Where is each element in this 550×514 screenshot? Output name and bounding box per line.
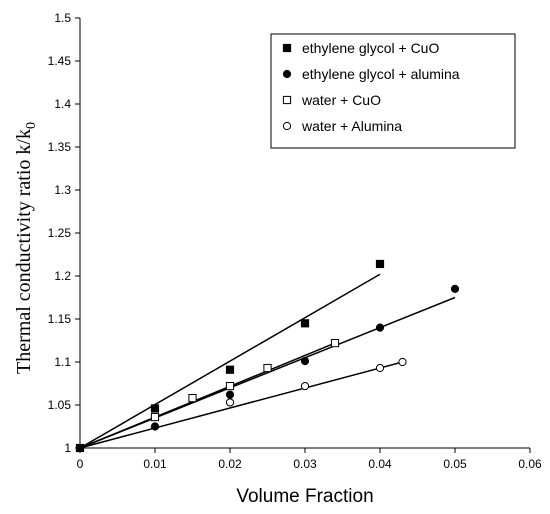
data-point-water-cuo bbox=[225, 381, 235, 391]
legend-label-water-alumina: water + Alumina bbox=[301, 118, 402, 134]
y-tick-label: 1.35 bbox=[48, 140, 72, 154]
data-point-water-alumina bbox=[225, 398, 235, 407]
x-axis-ticks: 0 0.01 0.02 0.03 0.04 0.05 0.06 bbox=[77, 448, 542, 471]
fit-line-ethylene-glycol-cuo bbox=[79, 273, 381, 449]
fit-line-water-cuo bbox=[79, 342, 336, 449]
x-tick-label: 0.03 bbox=[293, 457, 317, 471]
y-axis-ticks: 1 1.05 1.1 1.15 1.2 1.25 1.3 1.35 1.4 1.45 1.5 bbox=[48, 11, 80, 455]
data-point-water-cuo bbox=[188, 394, 197, 403]
data-point-ethylene-glycol-alumina bbox=[300, 357, 310, 366]
legend-marker-water-alumina bbox=[282, 121, 292, 131]
x-tick-label: 0 bbox=[77, 457, 84, 471]
x-tick-label: 0.04 bbox=[368, 457, 392, 471]
legend-label-water-cuo: water + CuO bbox=[301, 92, 381, 108]
data-point-ethylene-glycol-alumina bbox=[450, 284, 460, 293]
y-tick-label: 1.05 bbox=[48, 398, 72, 412]
y-tick-label: 1.4 bbox=[54, 97, 71, 111]
y-axis-label-subscript: 0 bbox=[24, 122, 39, 129]
x-axis-label: Volume Fraction bbox=[236, 486, 373, 507]
fit-line-water-alumina bbox=[79, 361, 403, 449]
legend-box bbox=[270, 33, 516, 149]
data-points bbox=[75, 259, 460, 453]
y-tick-label: 1.45 bbox=[48, 54, 72, 68]
data-point-water-alumina bbox=[300, 381, 310, 391]
data-point-ethylene-glycol-alumina bbox=[150, 422, 160, 431]
legend-label-ethylene-glycol-alumina: ethylene glycol + alumina bbox=[302, 66, 460, 82]
data-point-ethylene-glycol-alumina bbox=[375, 323, 385, 332]
x-tick-label: 0.02 bbox=[218, 457, 242, 471]
legend-label-ethylene-glycol-cuo: ethylene glycol + CuO bbox=[302, 40, 439, 56]
y-tick-label: 1.25 bbox=[48, 226, 72, 240]
data-point-ethylene-glycol-cuo bbox=[300, 319, 310, 328]
y-axis-label-main: Thermal conductivity ratio k/k bbox=[13, 129, 35, 374]
y-tick-label: 1.2 bbox=[54, 269, 71, 283]
x-tick-label: 0.05 bbox=[443, 457, 467, 471]
data-point-ethylene-glycol-cuo bbox=[225, 365, 235, 374]
x-tick-label: 0.01 bbox=[143, 457, 167, 471]
fit-lines bbox=[79, 273, 456, 449]
data-point-water-cuo bbox=[150, 412, 160, 422]
legend: ethylene glycol + CuO ethylene glycol + a… bbox=[270, 33, 516, 149]
y-tick-label: 1.15 bbox=[48, 312, 72, 326]
data-point-ethylene-glycol-alumina bbox=[225, 390, 235, 399]
x-tick-label: 0.06 bbox=[518, 457, 542, 471]
y-tick-label: 1 bbox=[64, 441, 71, 455]
y-tick-label: 1.3 bbox=[54, 183, 71, 197]
legend-marker-water-cuo bbox=[282, 95, 292, 105]
y-axis-label: Thermal conductivity ratio k/k0 bbox=[13, 122, 39, 374]
data-point-water-cuo bbox=[330, 338, 340, 348]
legend-marker-ethylene-glycol-alumina bbox=[282, 69, 292, 79]
y-tick-label: 1.1 bbox=[54, 355, 71, 369]
data-point-ethylene-glycol-cuo bbox=[375, 259, 385, 269]
data-point-water-alumina bbox=[398, 357, 407, 367]
data-point-water-cuo bbox=[263, 363, 272, 373]
y-tick-label: 1.5 bbox=[54, 11, 71, 25]
data-point-water-alumina bbox=[375, 363, 385, 373]
data-point-ethylene-glycol-cuo bbox=[150, 404, 160, 413]
legend-marker-ethylene-glycol-cuo bbox=[282, 43, 292, 53]
